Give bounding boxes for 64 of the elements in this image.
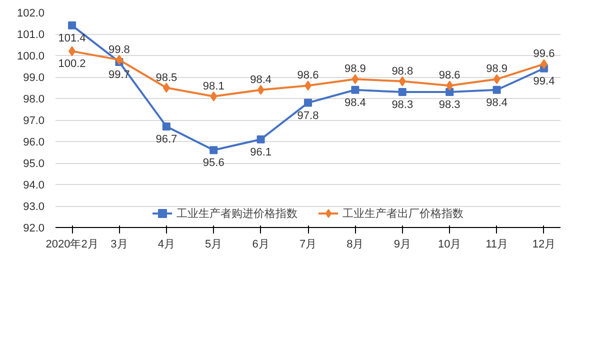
x-tick-label: 4月 <box>158 238 175 250</box>
data-label: 98.8 <box>392 65 414 78</box>
point <box>398 76 406 86</box>
data-label: 98.9 <box>344 63 366 76</box>
data-label: 98.4 <box>486 96 508 109</box>
point <box>256 135 265 144</box>
data-label: 99.8 <box>108 44 130 56</box>
x-tick-label: 12月 <box>532 238 556 250</box>
data-label: 98.9 <box>486 63 508 76</box>
y-tick-label: 95.0 <box>23 158 45 170</box>
x-tick-label: 9月 <box>394 238 411 250</box>
data-label: 98.4 <box>250 74 272 86</box>
y-tick-label: 100.0 <box>16 50 45 62</box>
data-label: 98.5 <box>156 72 178 84</box>
point <box>210 146 218 154</box>
data-label: 98.4 <box>344 96 366 109</box>
data-label: 96.7 <box>156 133 178 146</box>
point <box>446 80 454 91</box>
y-tick-label: 102.0 <box>16 8 45 20</box>
data-label: 98.3 <box>438 99 460 112</box>
y-tick-label: 101.0 <box>16 29 45 41</box>
point <box>446 88 454 96</box>
point <box>540 59 548 70</box>
x-tick-label: 6月 <box>252 238 270 250</box>
x-tick-label: 5月 <box>205 238 222 250</box>
x-tick-label: 2020年2月 <box>46 238 98 250</box>
point <box>493 74 500 84</box>
data-label: 98.3 <box>392 99 414 112</box>
point <box>68 21 76 30</box>
data-label: 99.4 <box>533 75 555 88</box>
y-tick-label: 96.0 <box>23 136 45 148</box>
data-label: 96.1 <box>250 146 272 158</box>
data-label: 97.8 <box>297 110 319 122</box>
data-label: 98.6 <box>297 70 319 82</box>
data-label: 98.1 <box>202 80 224 92</box>
data-label: 100.2 <box>58 58 86 70</box>
point <box>492 86 501 94</box>
point <box>257 84 264 95</box>
x-tick-label: 8月 <box>346 238 364 250</box>
y-tick-label: 92.0 <box>23 222 45 234</box>
data-label: 99.6 <box>533 48 555 60</box>
data-label: 101.4 <box>58 32 86 44</box>
y-tick-label: 99.0 <box>23 72 45 84</box>
x-tick-label: 11月 <box>486 238 508 250</box>
point <box>304 98 312 107</box>
point <box>116 54 123 65</box>
point <box>162 122 170 130</box>
y-tick-label: 94.0 <box>23 180 45 192</box>
point <box>68 46 76 56</box>
point <box>352 74 359 84</box>
data-label: 95.6 <box>202 157 224 170</box>
y-tick-label: 98.0 <box>23 94 45 106</box>
y-tick-label: 93.0 <box>23 201 45 213</box>
legend-label: 工业生产者购进价格指数 <box>176 206 298 220</box>
legend-label: 工业生产者出厂价格指数 <box>342 206 464 220</box>
x-tick-label: 3月 <box>110 238 128 250</box>
x-tick-label: 10月 <box>438 238 462 250</box>
point <box>162 82 170 93</box>
point <box>351 86 360 94</box>
y-tick-label: 97.0 <box>23 115 45 127</box>
data-label: 98.6 <box>438 70 460 82</box>
point <box>210 91 218 102</box>
point <box>398 88 406 96</box>
x-tick-label: 7月 <box>299 238 317 250</box>
